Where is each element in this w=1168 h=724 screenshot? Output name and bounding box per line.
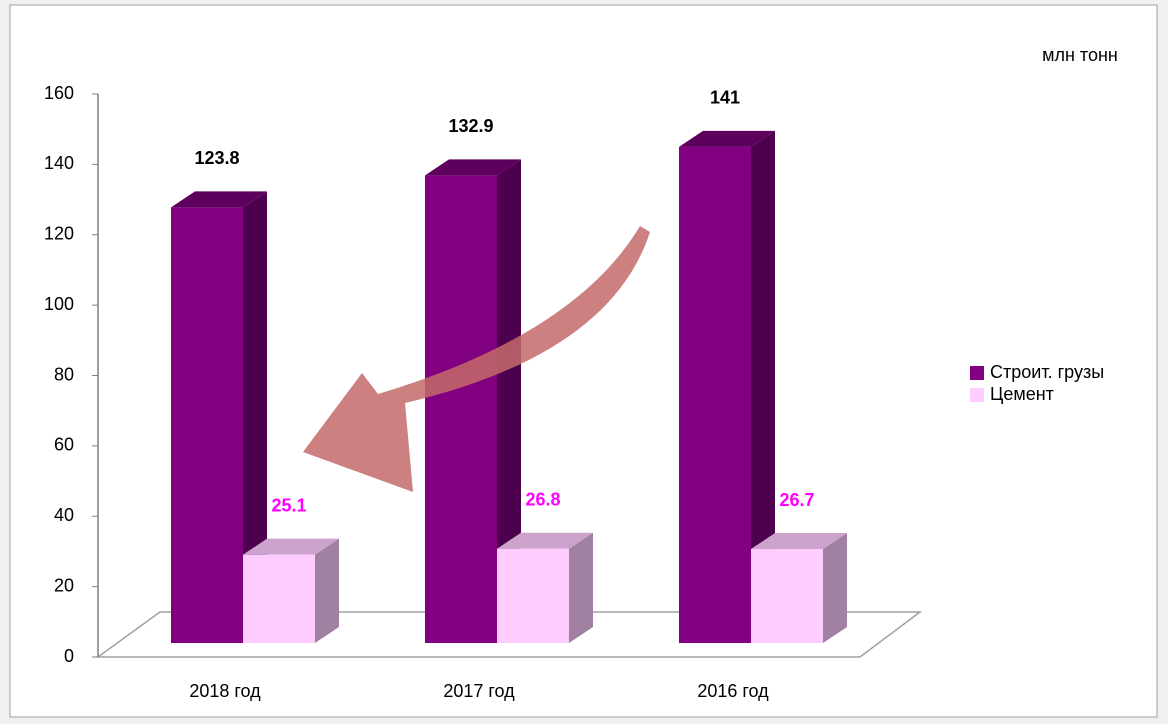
bar xyxy=(425,175,497,643)
y-tick-label: 20 xyxy=(54,575,74,595)
value-label: 26.7 xyxy=(779,490,814,510)
trend-arrow xyxy=(303,226,650,492)
bar-side xyxy=(243,191,267,643)
y-tick-label: 140 xyxy=(44,153,74,173)
bar xyxy=(751,549,823,643)
bar xyxy=(243,554,315,643)
bar xyxy=(171,207,243,643)
y-tick-label: 80 xyxy=(54,364,74,384)
bar-top xyxy=(679,130,775,147)
value-label: 123.8 xyxy=(194,148,239,168)
bar-top xyxy=(751,533,847,550)
legend-label: Цемент xyxy=(990,384,1054,404)
bar-side xyxy=(751,130,775,643)
x-tick-label: 2017 год xyxy=(443,681,515,701)
value-label: 141 xyxy=(710,88,740,108)
bar-top xyxy=(425,159,521,176)
bar xyxy=(679,146,751,643)
legend-label: Строит. грузы xyxy=(990,362,1104,382)
bar-side xyxy=(497,159,521,643)
legend-swatch xyxy=(970,388,984,402)
value-label: 132.9 xyxy=(448,116,493,136)
bar-side xyxy=(569,532,593,643)
bar-side xyxy=(315,538,339,643)
y-tick-label: 160 xyxy=(44,83,74,103)
y-tick-label: 100 xyxy=(44,294,74,314)
bar xyxy=(497,548,569,643)
y-tick-label: 40 xyxy=(54,505,74,525)
bar-top xyxy=(497,532,593,549)
value-label: 25.1 xyxy=(271,495,306,515)
y-tick-label: 0 xyxy=(64,646,74,666)
unit-label: млн тонн xyxy=(1042,45,1118,65)
x-tick-label: 2018 год xyxy=(189,681,261,701)
legend-swatch xyxy=(970,366,984,380)
floor xyxy=(95,611,923,658)
x-tick-label: 2016 год xyxy=(697,681,769,701)
value-label: 26.8 xyxy=(525,489,560,509)
bar-top xyxy=(243,538,339,555)
bar-top xyxy=(171,191,267,208)
bar-side xyxy=(823,533,847,643)
y-tick-label: 120 xyxy=(44,224,74,244)
y-tick-label: 60 xyxy=(54,435,74,455)
